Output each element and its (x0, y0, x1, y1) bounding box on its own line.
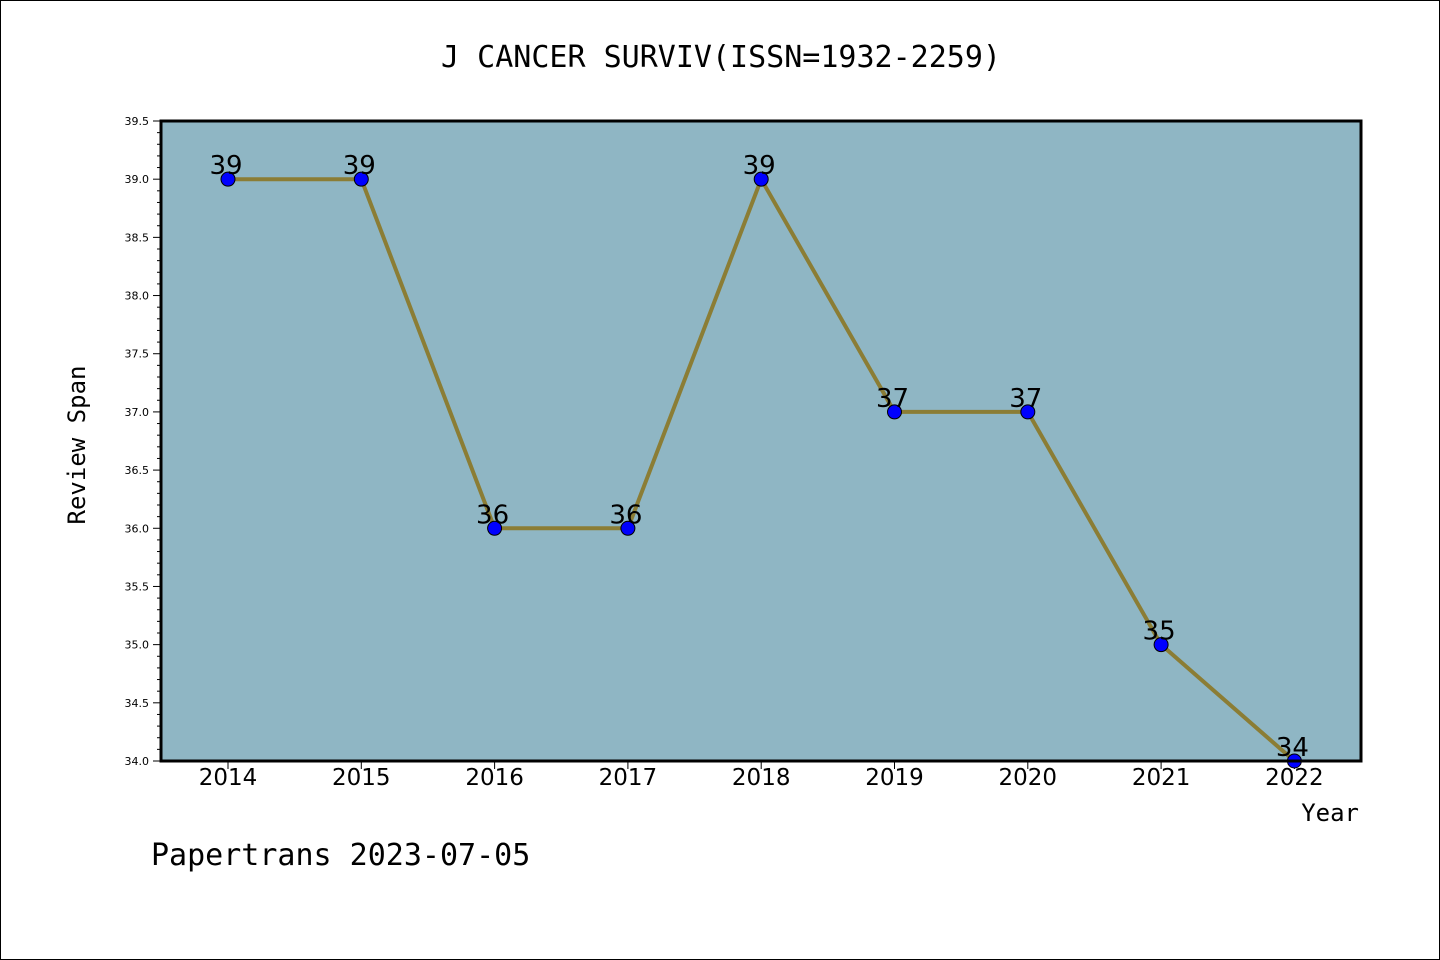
y-tick-label: 37.5 (125, 348, 150, 361)
data-label: 39 (209, 151, 242, 181)
x-tick-label: 2022 (1265, 765, 1324, 791)
y-tick-label: 34.5 (125, 697, 150, 710)
y-axis-title: Review Span (63, 366, 91, 525)
y-tick-label: 39.5 (125, 115, 150, 128)
x-tick-label: 2014 (199, 765, 258, 791)
data-point-marker (753, 171, 769, 187)
plot-area (161, 121, 1361, 761)
x-tick-label: 2016 (465, 765, 524, 791)
x-tick-label: 2021 (1132, 765, 1191, 791)
y-axis: 34.0 34.5 35.0 35.5 36.0 36.5 37.0 37.5 38.0 38.5… (125, 115, 161, 768)
x-tick-label: 2020 (999, 765, 1058, 791)
y-tick-label: 35.0 (125, 639, 150, 652)
data-point-marker (1153, 637, 1169, 653)
y-tick-label: 34.0 (125, 755, 150, 768)
y-tick-label: 39.0 (125, 173, 150, 186)
x-tick-label: 2015 (332, 765, 391, 791)
x-axis: 2014 2015 2016 2017 2018 2019 2020 2021 2022 (199, 761, 1324, 791)
data-label: 39 (743, 151, 776, 181)
data-label: 35 (1143, 617, 1176, 647)
x-tick-label: 2017 (599, 765, 658, 791)
data-point-marker (887, 404, 902, 420)
data-label-layer: 39 39 36 36 39 37 37 35 34 (209, 151, 1308, 763)
y-tick-label: 36.0 (125, 522, 150, 535)
data-label: 36 (476, 500, 509, 530)
data-point-marker (353, 171, 369, 187)
data-label: 37 (876, 384, 909, 414)
plot-border (159, 119, 1363, 763)
data-label: 36 (609, 500, 642, 530)
y-tick-label: 38.5 (125, 231, 150, 244)
y-tick-label: 35.5 (125, 580, 150, 593)
data-point-marker (620, 520, 636, 536)
x-tick-label: 2018 (732, 765, 791, 791)
data-point-marker (220, 171, 236, 187)
y-tick-label: 37.0 (125, 406, 150, 419)
data-label: 37 (1009, 384, 1042, 414)
x-tick-label: 2019 (865, 765, 924, 791)
y-tick-label: 38.0 (125, 290, 150, 303)
data-point-marker (1020, 404, 1036, 420)
marker-layer (220, 171, 1302, 769)
data-label: 34 (1276, 733, 1309, 763)
data-label: 39 (343, 151, 376, 181)
data-point-marker (487, 520, 503, 536)
footer-text: Papertrans 2023-07-05 (151, 838, 530, 873)
y-tick-label: 36.5 (125, 464, 150, 477)
chart-title: J CANCER SURVIV(ISSN=1932-2259) (441, 40, 1001, 75)
x-axis-title: Year (1301, 799, 1359, 827)
